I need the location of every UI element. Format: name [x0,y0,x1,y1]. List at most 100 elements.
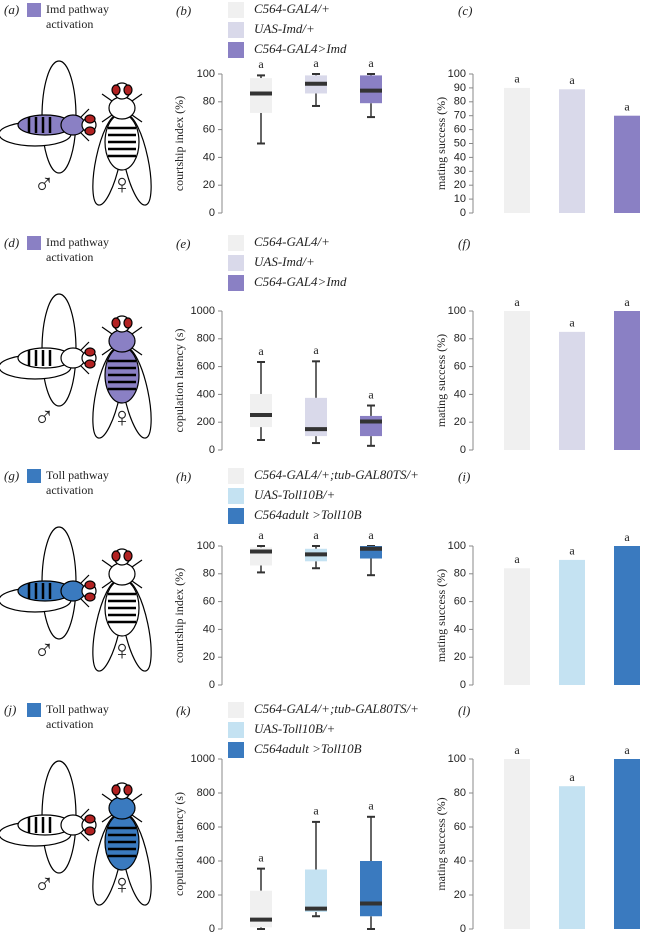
annotation: a [569,544,575,558]
y-tick-label: 0 [460,207,466,219]
diagram-title: activation [46,17,93,31]
fly-drawing [0,526,152,672]
annotation: a [514,72,520,86]
annotation: a [514,295,520,309]
y-tick-label: 100 [197,540,215,552]
diagram-title: activation [46,483,93,497]
y-axis-label: copulation latency (s) [172,792,186,896]
fly-eye [84,826,96,836]
y-tick-label: 100 [448,305,466,317]
diagram-title: Imd pathway [46,2,109,16]
annotation: a [624,99,630,113]
y-tick-label: 30 [454,165,466,177]
fly-eye [84,359,96,369]
male-symbol: ♂ [34,868,55,899]
y-tick-label: 40 [454,623,466,635]
diagram-title: Toll pathway [46,702,109,716]
fly-eye [84,114,96,124]
fly-eye [111,784,121,796]
legend-swatch [228,275,244,291]
annotation: a [313,528,319,542]
legend-swatch [228,2,244,18]
y-tick-label: 100 [448,540,466,552]
y-tick-label: 400 [197,388,215,400]
bar [614,311,640,450]
panel-label: (i) [458,469,470,484]
y-tick-label: 60 [203,596,215,608]
legend-label: UAS-Toll10B/+ [254,721,335,736]
y-tick-label: 0 [460,679,466,691]
male-symbol: ♂ [34,634,55,665]
legend-label: C564-GAL4>Imd [254,274,347,289]
panel-label: (g) [4,468,19,483]
legend-swatch [27,703,41,717]
annotation: a [258,57,264,71]
box [360,415,382,437]
fly-eye [123,550,133,562]
annotation: a [258,344,264,358]
y-tick-label: 600 [197,821,215,833]
fly-drawing [0,760,152,906]
legend-swatch [228,508,244,524]
y-axis-label: courtship index (%) [172,96,186,191]
fly-thorax [108,329,136,353]
bar [559,786,585,929]
diagram-title: activation [46,717,93,731]
fly-eye [111,550,121,562]
y-tick-label: 1000 [191,753,215,765]
panel-label: (c) [458,3,472,18]
legend-label: C564-GAL4/+;tub-GAL80TS/+ [254,467,419,482]
legend-label: UAS-Imd/+ [254,21,315,36]
y-tick-label: 20 [454,416,466,428]
y-tick-label: 80 [454,568,466,580]
annotation: a [368,387,374,401]
y-tick-label: 80 [203,568,215,580]
legend-swatch [228,722,244,738]
panel-label: (a) [4,2,19,17]
panel-label: (f) [458,236,470,251]
panel-label: (e) [176,236,190,251]
bar [504,87,530,213]
y-tick-label: 40 [454,855,466,867]
y-tick-label: 40 [203,623,215,635]
y-tick-label: 20 [203,179,215,191]
annotation: a [313,56,319,70]
y-tick-label: 100 [448,753,466,765]
y-tick-label: 800 [197,787,215,799]
y-tick-label: 100 [448,68,466,80]
y-tick-label: 60 [203,124,215,136]
y-tick-label: 100 [197,68,215,80]
box [305,869,327,912]
y-tick-label: 60 [454,821,466,833]
annotation: a [569,770,575,784]
legend-label: UAS-Toll10B/+ [254,487,335,502]
y-axis-label: mating success (%) [434,797,448,890]
bar [504,311,530,450]
y-tick-label: 20 [454,889,466,901]
y-tick-label: 60 [454,361,466,373]
y-axis-label: copulation latency (s) [172,329,186,433]
diagram-title: Toll pathway [46,468,109,482]
bar [504,568,530,685]
bar [614,546,640,685]
fly-thorax [108,96,136,120]
y-tick-label: 60 [454,596,466,608]
panel-label: (d) [4,235,19,250]
fly-drawing [0,293,152,439]
annotation: a [569,316,575,330]
legend-swatch [228,468,244,484]
bar [614,115,640,213]
fly-eye [84,814,96,824]
fly-eye [84,580,96,590]
annotation: a [569,73,575,87]
legend-swatch [27,469,41,483]
legend-label: C564-GAL4/+ [254,234,330,249]
annotation: a [368,56,374,70]
y-tick-label: 60 [454,124,466,136]
y-tick-label: 20 [454,179,466,191]
y-tick-label: 0 [209,207,215,219]
legend-swatch [27,236,41,250]
panel-label: (l) [458,703,470,718]
annotation: a [313,804,319,818]
